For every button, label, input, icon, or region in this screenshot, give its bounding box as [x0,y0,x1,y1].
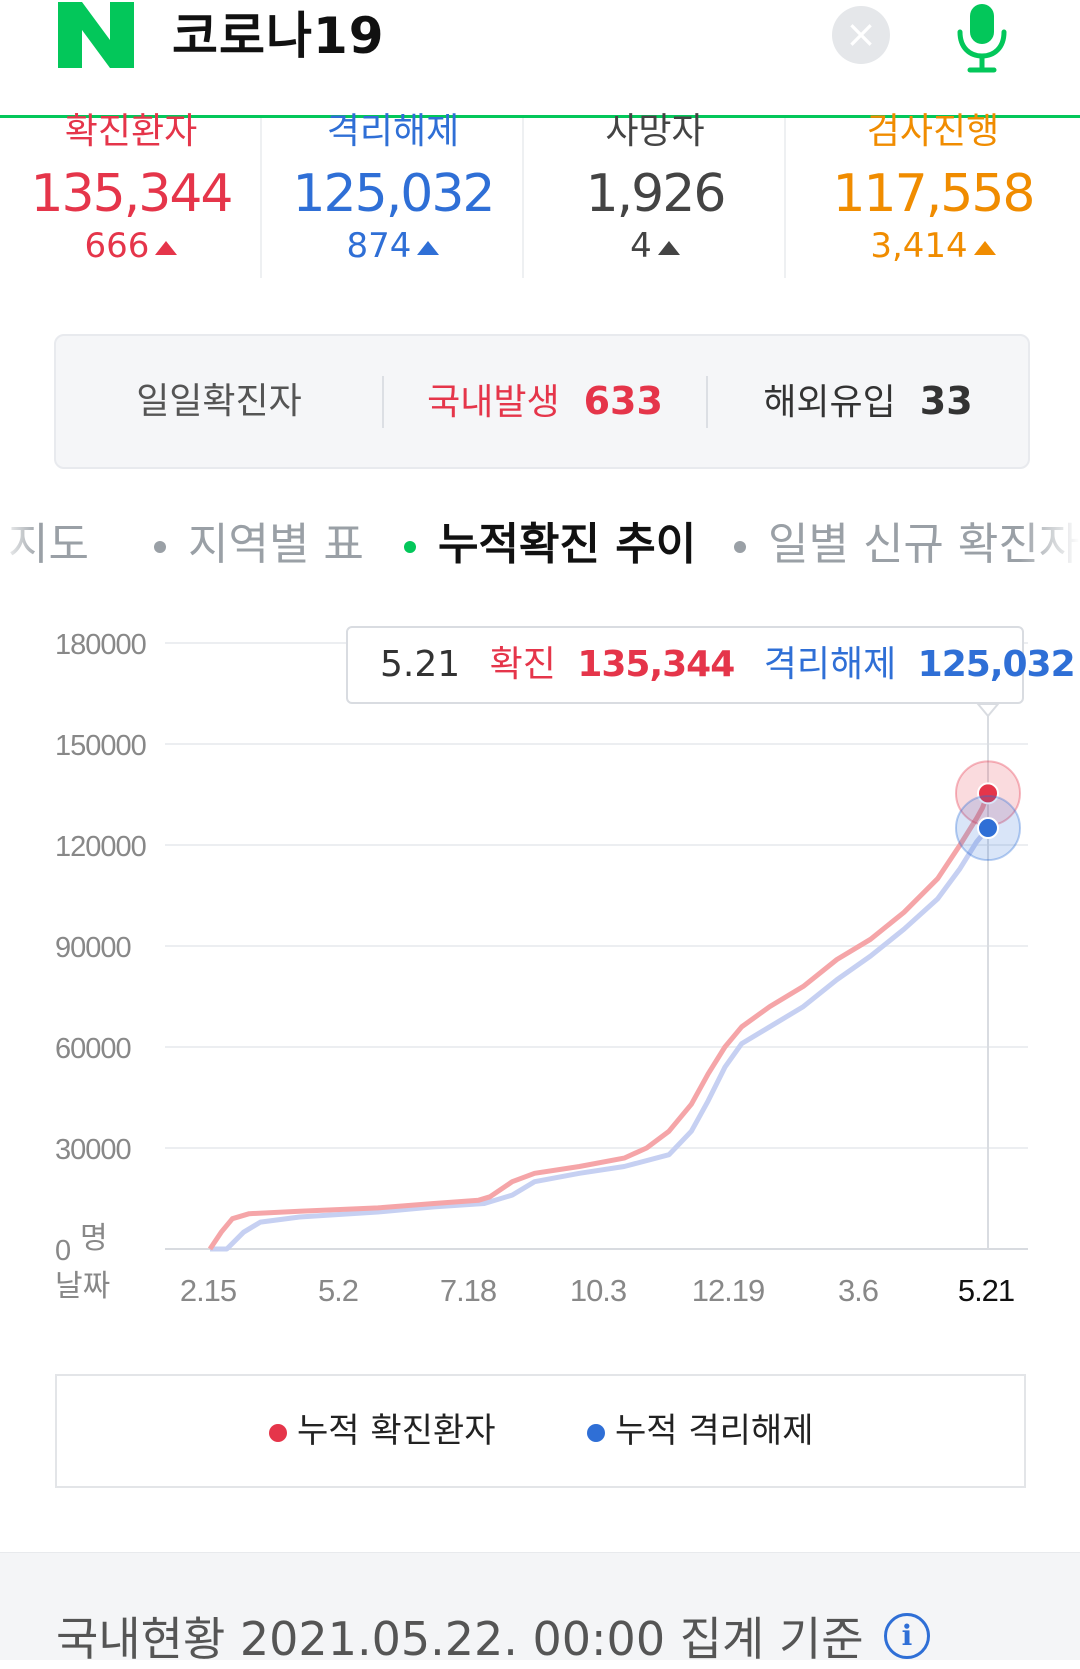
bullet-icon [734,541,746,553]
y-tick-label: 150000 [55,730,146,762]
stat-value: 1,926 [585,164,727,224]
domestic-label: 국내발생 [427,382,560,423]
chart-tooltip: 5.21 확진 135,344 격리해제 125,032 [346,626,1076,704]
red-dot-icon [269,1423,287,1442]
stat-delta-value: 874 [346,226,412,266]
stat-label: 격리해제 [326,111,460,152]
domestic-value: 633 [583,379,663,423]
stats-summary: 확진환자 135,344 666 격리해제 125,032 874 사망자 1,… [0,112,1080,283]
stat-delta-value: 3,414 [870,226,968,266]
data-point-confirmed [977,782,999,805]
domestic-status-timestamp: 국내현황 2021.05.22. 00:00 집계 기준 [56,1612,864,1666]
x-tick-label: 7.18 [440,1273,496,1308]
x-tick-label: 5.2 [318,1273,358,1308]
scroll-fade [0,510,40,580]
y-axis-unit: 명 [80,1221,108,1256]
search-query[interactable]: 코로나19 [172,7,385,65]
y-tick-label: 0 [55,1235,70,1267]
chart-legend: 누적 확진환자 누적 격리해제 [55,1374,1026,1488]
tooltip-confirmed-label: 확진 [489,644,556,685]
x-tick-label: 3.6 [838,1273,878,1308]
tooltip-released-label: 격리해제 [763,644,897,685]
series-line-confirmed [207,792,991,1251]
legend-item-released[interactable]: 누적 격리해제 [587,1376,814,1486]
stat-delta-value: 666 [84,226,150,266]
info-icon[interactable]: i [884,1613,930,1659]
stat-value: 125,032 [292,164,495,224]
tooltip-confirmed-value: 135,344 [577,644,735,685]
microphone-icon[interactable] [944,0,1020,76]
x-tick-label: 10.3 [570,1273,626,1308]
up-triangle-icon [417,240,440,255]
stat-released: 격리해제 125,032 874 [262,112,524,278]
x-tick-label: 5.21 [958,1273,1014,1308]
y-tick-label: 120000 [55,831,146,863]
stat-label: 사망자 [605,111,705,152]
stat-value: 117,558 [832,164,1035,224]
overseas-value: 33 [919,379,973,423]
domestic-cases: 국내발생 633 [384,336,706,467]
stat-delta-value: 4 [630,226,652,266]
x-axis-title: 날짜 [55,1269,110,1304]
divider [260,118,262,278]
stat-delta: 874 [262,226,524,266]
tab-region-table[interactable]: 지역별 표 [154,510,364,580]
data-point-released [977,817,999,840]
y-tick-label: 180000 [55,629,146,661]
overseas-label: 해외유입 [763,382,896,423]
stat-delta: 4 [524,226,786,266]
stat-delta: 666 [0,226,262,266]
overseas-cases: 해외유입 33 [708,336,1028,467]
cumulative-line-chart[interactable]: 0 30000 60000 90000 120000 150000 180000 2.15 5… [0,600,1080,1320]
stat-label: 검사진행 [866,111,1000,152]
stat-testing: 검사진행 117,558 3,414 [786,112,1080,278]
y-tick-label: 30000 [55,1134,131,1166]
search-header: 코로나19 × [0,0,1080,118]
stat-delta: 3,414 [786,226,1080,266]
clear-search-button[interactable]: × [832,6,890,64]
divider [784,118,786,278]
up-triangle-icon [657,240,680,255]
naver-logo-icon[interactable] [58,2,134,68]
daily-title: 일일확진자 [136,381,302,422]
stat-value: 135,344 [30,164,233,224]
scroll-fade [1020,510,1080,580]
tooltip-released-value: 125,032 [917,644,1076,685]
stat-deaths: 사망자 1,926 4 [524,112,786,278]
tab-cumulative-trend[interactable]: 누적확진 추이 [404,510,696,580]
tab-label: 지역별 표 [188,519,364,570]
up-triangle-icon [155,240,178,255]
bullet-icon [154,541,166,553]
tab-label: 누적확진 추이 [438,519,697,570]
bullet-icon [404,541,416,553]
divider [382,376,384,428]
legend-label: 누적 확진환자 [297,1411,496,1451]
blue-dot-icon [587,1423,605,1442]
stat-label: 확진환자 [64,111,198,152]
tooltip-date: 5.21 [380,644,461,685]
series-line-released [210,826,990,1252]
x-tick-label: 12.19 [692,1273,765,1308]
y-tick-label: 90000 [55,932,131,964]
up-triangle-icon [973,240,996,255]
divider [522,118,524,278]
stat-confirmed: 확진환자 135,344 666 [0,112,262,278]
divider [706,376,708,428]
daily-confirmed-box: 일일확진자 국내발생 633 해외유입 33 [54,334,1030,469]
legend-item-confirmed[interactable]: 누적 확진환자 [269,1376,496,1486]
chart-tabs: 지도 지역별 표 누적확진 추이 일별 신규 확진자 [0,510,1080,580]
x-tick-label: 2.15 [180,1273,236,1308]
y-tick-label: 60000 [55,1033,131,1065]
tooltip-pointer [975,703,1001,718]
footer-bar: 국내현황 2021.05.22. 00:00 집계 기준 i [0,1552,1080,1666]
legend-label: 누적 격리해제 [615,1411,814,1451]
